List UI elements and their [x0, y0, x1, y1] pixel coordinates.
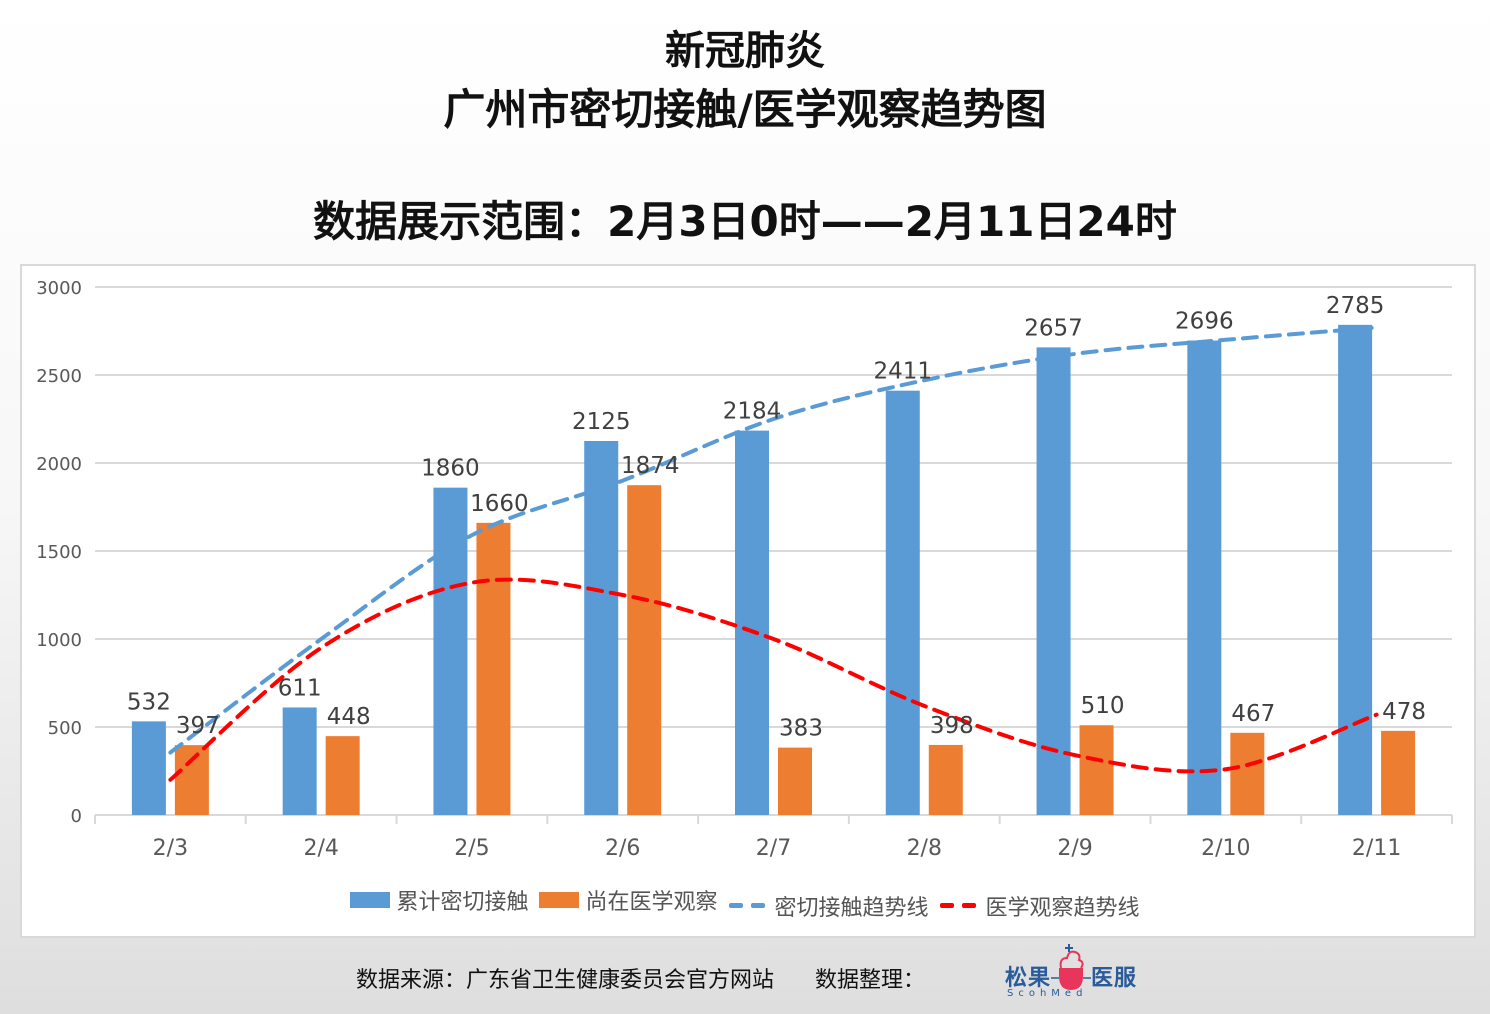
chart-subtitle-range: 数据展示范围：2月3日0时——2月11日24时 [313, 197, 1177, 246]
bar-observing [174, 745, 209, 815]
x-tick-label: 2/5 [454, 836, 489, 861]
data-label-cumulative: 611 [278, 675, 322, 701]
data-label-observing: 510 [1081, 693, 1125, 719]
chart-plot: 0 500 1000 1500 2000 2500 3000 2/3 2/4 2/5 2/6 2/7 2… [36, 278, 1453, 861]
x-tick-label: 2/10 [1201, 836, 1250, 861]
y-tick-label: 2000 [36, 454, 82, 475]
chart-title-line2: 广州市密切接触/医学观察趋势图 [443, 85, 1047, 134]
bar-cumulative [885, 390, 920, 815]
data-label-cumulative: 2184 [723, 399, 782, 425]
x-tick-label: 2/6 [605, 836, 640, 861]
data-label-cumulative: 2125 [572, 409, 631, 435]
chart-panel [20, 264, 1476, 938]
bar-observing [1079, 725, 1114, 815]
data-label-cumulative: 1860 [421, 456, 480, 482]
data-label-cumulative: 2785 [1326, 293, 1385, 319]
legend-label-cumulative-trend: 密切接触趋势线 [774, 895, 929, 921]
bar-cumulative [584, 441, 619, 815]
legend-swatch-cumulative-trend [728, 903, 765, 908]
bar-observing [476, 522, 511, 815]
data-label-observing: 398 [930, 713, 974, 739]
bar-observing [1381, 730, 1416, 815]
bar-cumulative [1338, 324, 1373, 815]
logo-heart-icon [1051, 944, 1091, 990]
data-source-text: 数据来源：广东省卫生健康委员会官方网站 [356, 968, 775, 993]
chart-title-line1: 新冠肺炎 [665, 28, 825, 74]
data-label-observing: 383 [779, 716, 823, 742]
data-label-cumulative: 532 [127, 689, 171, 715]
data-label-cumulative: 2696 [1175, 309, 1234, 335]
legend-item-cumulative-trend: 密切接触趋势线 [728, 890, 929, 922]
logo-text-cn: 松果 医服 [1005, 966, 1138, 991]
x-tick-label: 2/9 [1057, 836, 1092, 861]
data-label-observing: 397 [176, 713, 220, 739]
bar-observing [325, 736, 360, 815]
data-organizer-label: 数据整理： [815, 968, 926, 993]
logo-text-en: ScohMed [1007, 988, 1088, 999]
bar-cumulative [282, 707, 317, 815]
bar-cumulative [1187, 340, 1222, 815]
legend-label-observing: 尚在医学观察 [585, 890, 718, 915]
chart-legend: 累计密切接触 尚在医学观察 密切接触趋势线 医学观察趋势线 [0, 884, 1490, 922]
legend-swatch-observing [539, 892, 580, 908]
legend-item-observing-trend: 医学观察趋势线 [939, 890, 1140, 922]
bar-cumulative [131, 721, 166, 815]
legend-item-cumulative: 累计密切接触 [350, 884, 528, 916]
y-tick-label: 3000 [36, 278, 82, 299]
bar-cumulative [433, 487, 468, 815]
y-tick-label: 1000 [36, 630, 82, 651]
legend-item-observing: 尚在医学观察 [539, 884, 718, 916]
bar-observing [778, 747, 812, 815]
x-tick-label: 2/7 [756, 836, 791, 861]
x-tick-label: 2/3 [153, 836, 188, 861]
x-tick-label: 2/11 [1352, 836, 1401, 861]
bar-cumulative [735, 430, 769, 815]
legend-swatch-observing-trend [939, 903, 976, 908]
legend-label-cumulative: 累计密切接触 [396, 890, 529, 915]
y-tick-label: 0 [71, 806, 82, 827]
y-tick-label: 500 [48, 718, 82, 739]
legend-swatch-cumulative [350, 892, 391, 908]
y-tick-label: 2500 [36, 366, 82, 387]
trendline-observing [168, 577, 1379, 782]
bar-cumulative [1036, 347, 1071, 815]
y-tick-label: 1500 [36, 542, 82, 563]
x-tick-label: 2/4 [303, 836, 338, 861]
data-label-observing: 478 [1382, 699, 1426, 725]
bar-observing [627, 485, 662, 815]
footer: 数据来源：广东省卫生健康委员会官方网站 数据整理： [356, 962, 925, 994]
data-label-cumulative: 2411 [874, 359, 933, 385]
bar-observing [1230, 732, 1265, 815]
x-tick-label: 2/8 [907, 836, 942, 861]
data-label-observing: 1660 [470, 491, 529, 517]
data-label-observing: 467 [1231, 701, 1275, 727]
data-label-observing: 1874 [621, 453, 680, 479]
trendline-cumulative [168, 325, 1379, 755]
legend-label-observing-trend: 医学观察趋势线 [985, 895, 1140, 921]
scohmed-logo: 松果 医服 ScohMed [1005, 940, 1145, 1004]
data-label-observing: 448 [327, 704, 371, 730]
bar-observing [928, 744, 963, 815]
data-label-cumulative: 2657 [1024, 315, 1083, 341]
